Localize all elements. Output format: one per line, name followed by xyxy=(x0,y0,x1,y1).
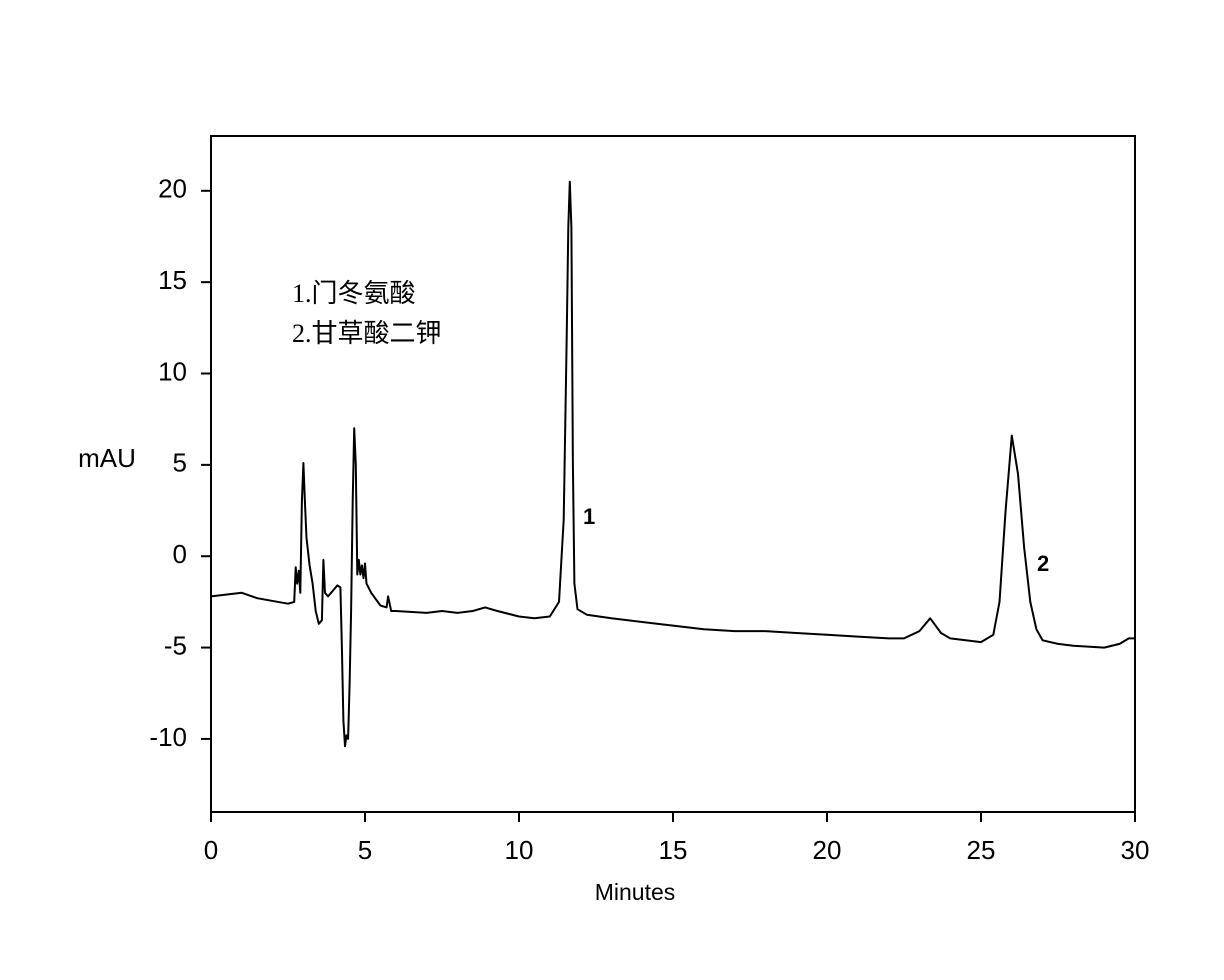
x-tick-label: 30 xyxy=(1121,835,1150,865)
y-tick-label: 0 xyxy=(173,539,187,569)
x-tick-label: 20 xyxy=(813,835,842,865)
y-tick-label: 5 xyxy=(173,448,187,478)
peak-label: 2 xyxy=(1037,551,1049,576)
y-tick-label: -5 xyxy=(164,630,187,660)
y-tick-label: 20 xyxy=(158,174,187,204)
x-tick-label: 25 xyxy=(967,835,996,865)
x-tick-label: 0 xyxy=(204,835,218,865)
y-tick-label: -10 xyxy=(149,722,187,752)
y-axis-label: mAU xyxy=(78,443,136,473)
y-tick-label: 10 xyxy=(158,356,187,386)
x-axis-label: Minutes xyxy=(595,879,676,905)
trace xyxy=(210,180,1135,748)
peak-label: 1 xyxy=(583,504,595,529)
annotation: 2.甘草酸二钾 xyxy=(292,319,442,348)
x-tick-label: 5 xyxy=(358,835,372,865)
x-tick-label: 10 xyxy=(505,835,534,865)
x-tick-label: 15 xyxy=(659,835,688,865)
annotation: 1.门冬氨酸 xyxy=(292,279,416,308)
y-tick-label: 15 xyxy=(158,265,187,295)
